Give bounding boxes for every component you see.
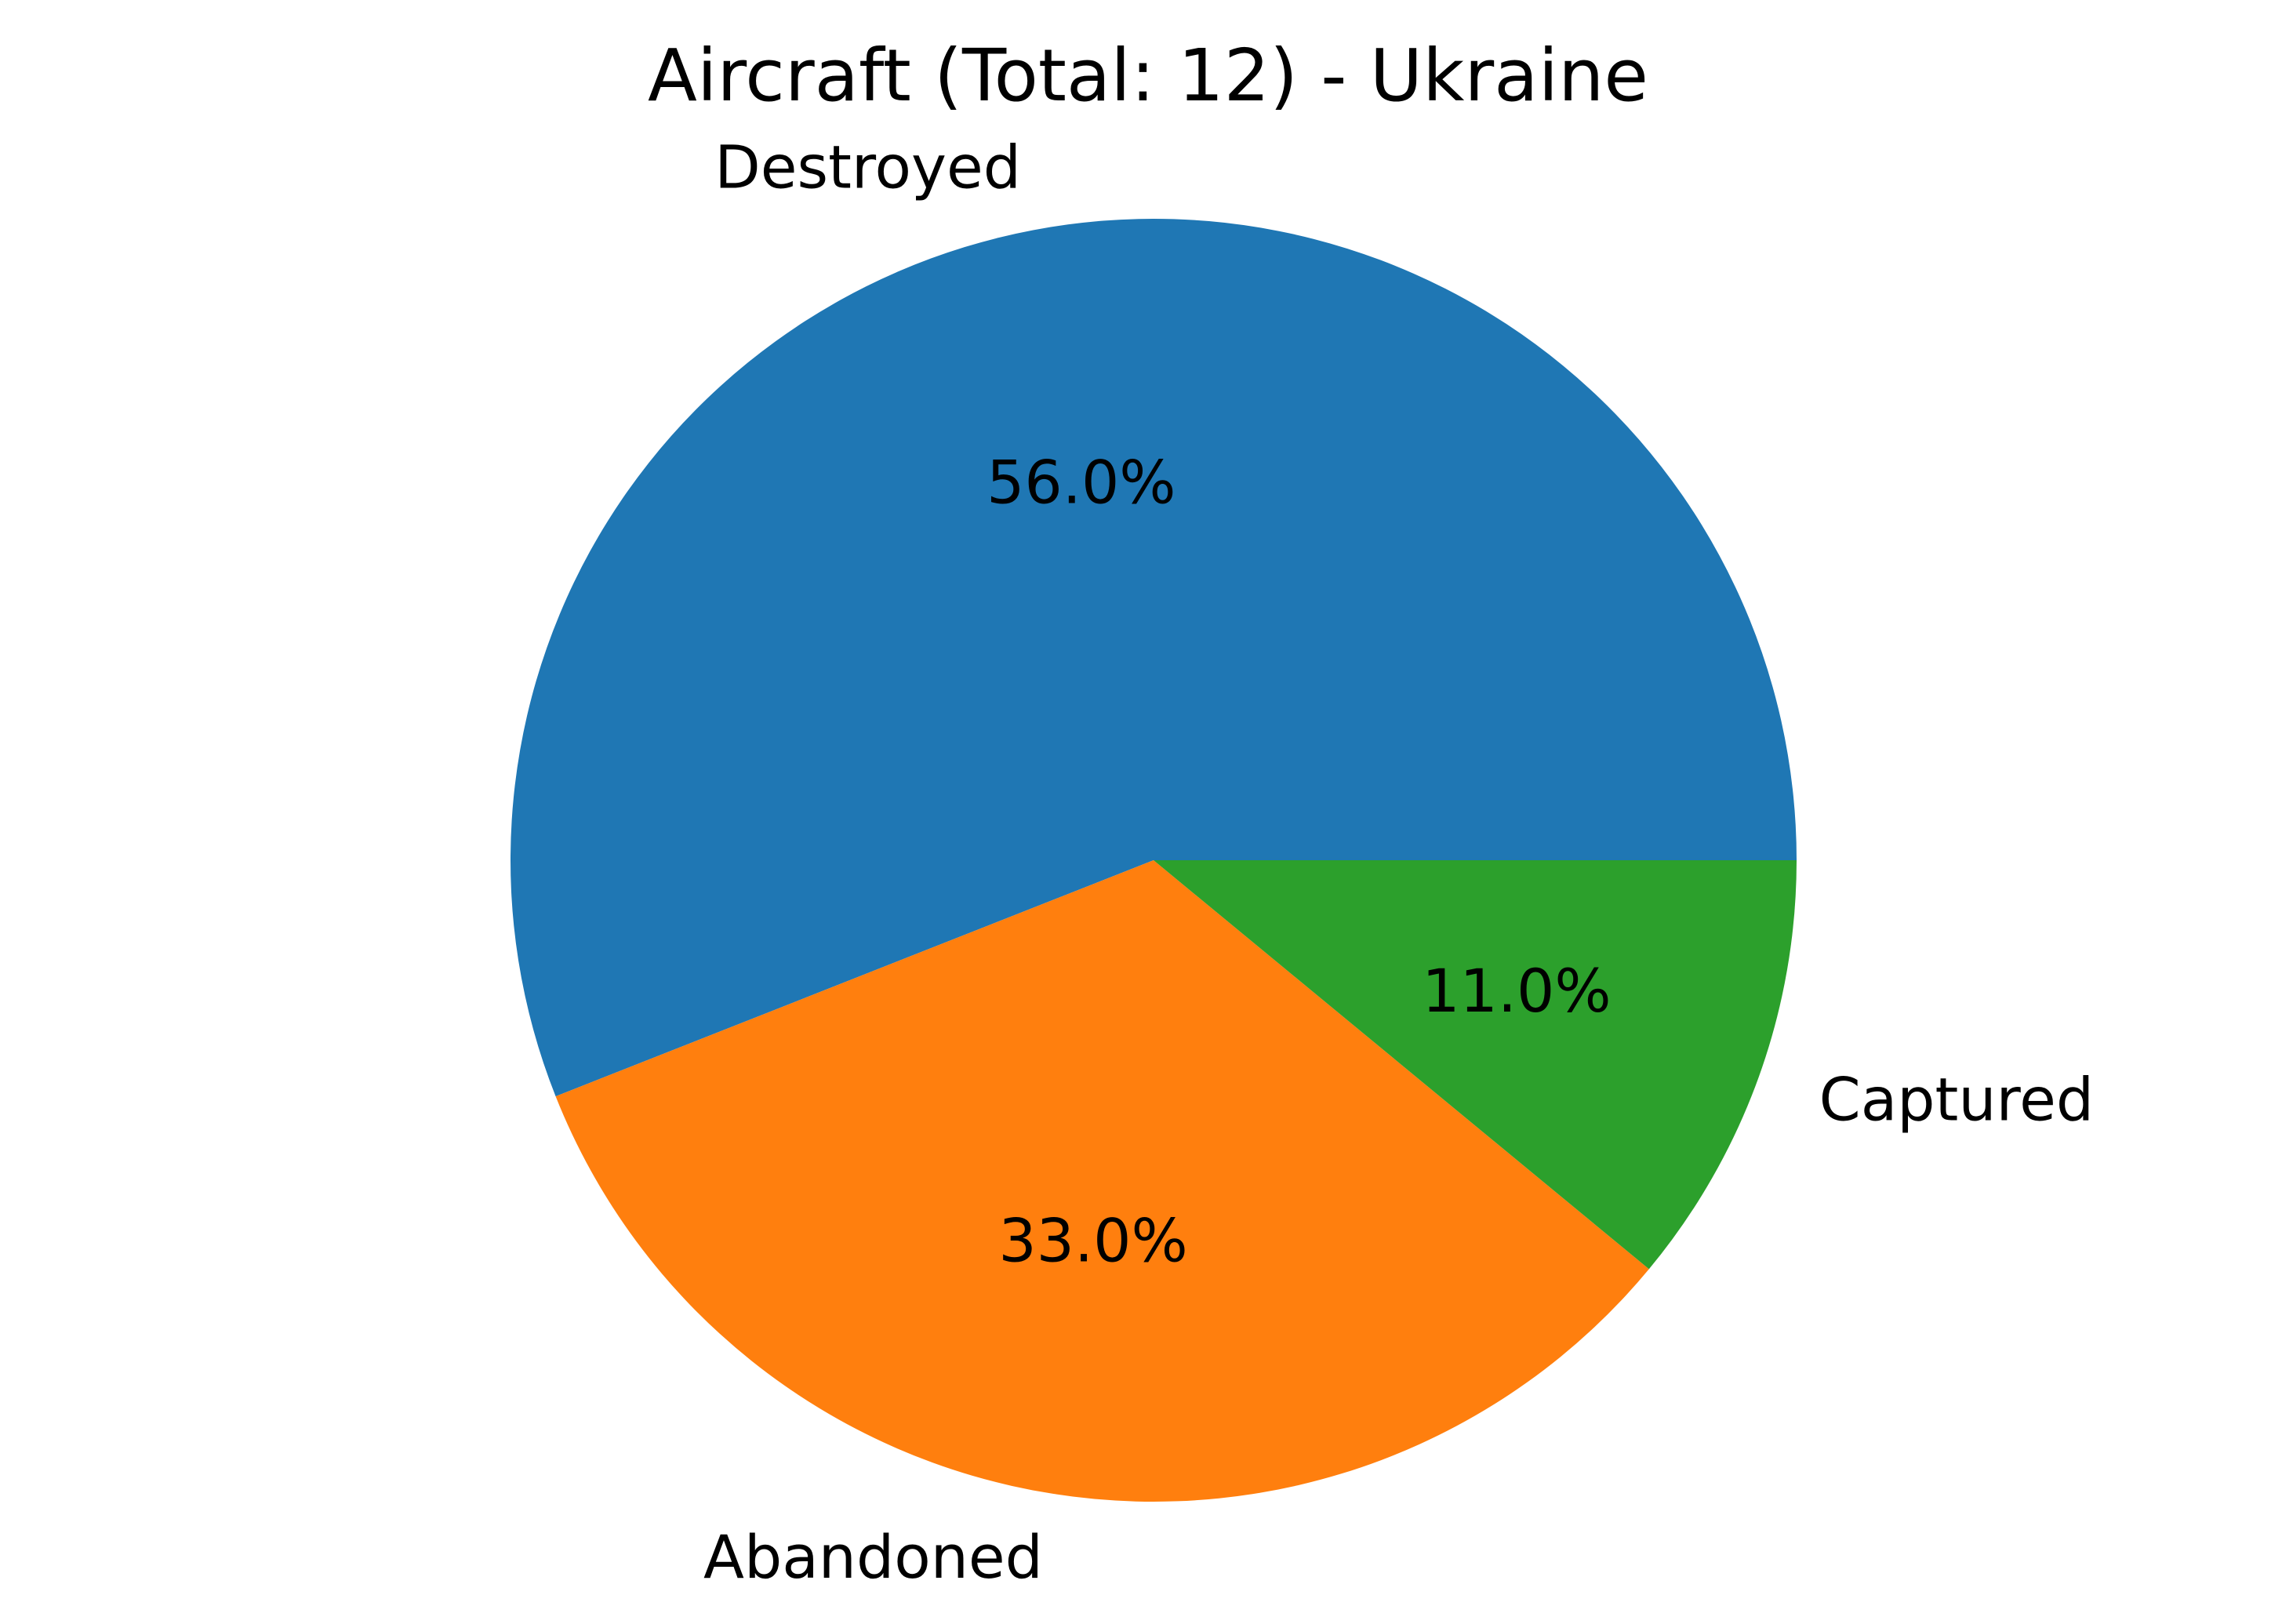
slice-percent-captured: 11.0% xyxy=(1422,956,1611,1026)
slice-percent-destroyed: 56.0% xyxy=(987,447,1176,517)
pie-slices xyxy=(511,219,1797,1502)
pie-labels: Destroyed 56.0% Abandoned 33.0% Captured 11.0… xyxy=(703,133,2094,1593)
pie-slice-captured xyxy=(1154,860,1797,1270)
slice-label-destroyed: Destroyed xyxy=(714,133,1021,202)
slice-percent-abandoned: 33.0% xyxy=(998,1205,1187,1275)
chart-title: Aircraft (Total: 12) - Ukraine xyxy=(648,34,1648,118)
slice-label-abandoned: Abandoned xyxy=(703,1522,1043,1592)
pie-slice-destroyed xyxy=(511,219,1797,1097)
pie-slice-abandoned xyxy=(555,860,1649,1502)
slice-label-captured: Captured xyxy=(1819,1064,2094,1134)
